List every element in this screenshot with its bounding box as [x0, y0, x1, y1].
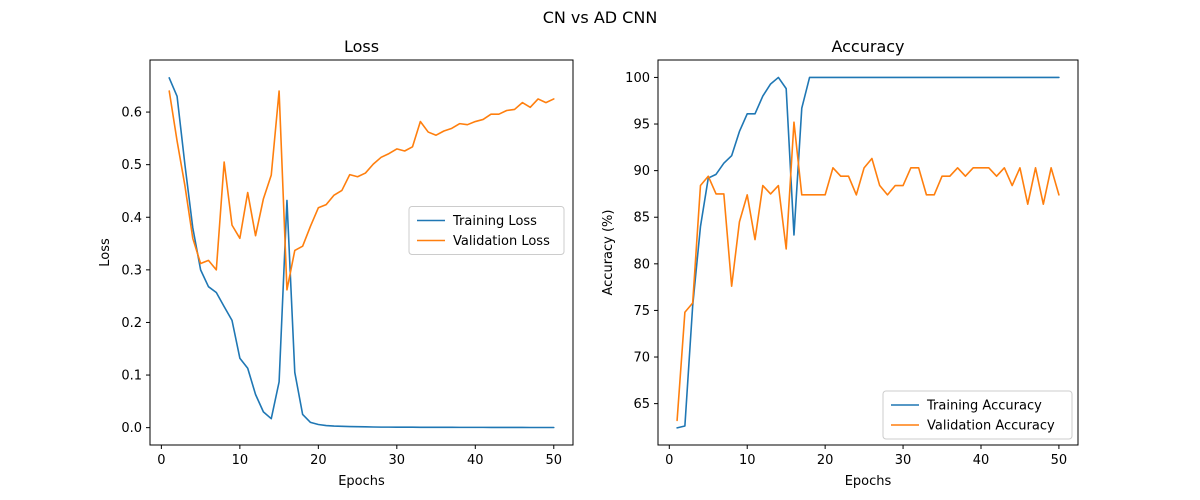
accuracy-x-tick-label: 10	[739, 453, 756, 468]
loss-x-tick-label: 50	[545, 453, 562, 468]
accuracy-legend-label: Training Accuracy	[926, 399, 1042, 414]
loss-y-tick-label: 0.4	[121, 211, 142, 226]
accuracy-x-tick-label: 50	[1051, 453, 1068, 468]
accuracy-legend: Training Accuracy Validation Accuracy	[882, 390, 1073, 440]
accuracy-x-tick-label: 0	[665, 453, 673, 468]
accuracy-y-tick-label: 95	[633, 118, 650, 133]
loss-series-validation-line	[168, 90, 555, 291]
loss-x-tick-label: 20	[310, 453, 327, 468]
accuracy-panel: Accuracy 0 10 20 30 40 50 65 70 75 80 85 90 95 100 Epoc…	[601, 37, 1079, 489]
loss-y-tick-label: 0.6	[121, 106, 142, 121]
accuracy-y-tick-label: 70	[633, 351, 650, 366]
accuracy-y-tick-label: 75	[633, 304, 650, 319]
loss-x-tick-label: 0	[157, 453, 165, 468]
loss-legend: Training Loss Validation Loss	[408, 206, 565, 255]
accuracy-y-tick-label: 100	[625, 71, 650, 86]
loss-chart-title: Loss	[344, 37, 379, 56]
accuracy-series-training-line	[676, 76, 1060, 429]
loss-series-training-line	[168, 77, 555, 429]
accuracy-legend-label: Validation Accuracy	[927, 419, 1055, 434]
accuracy-axes-frame	[657, 59, 1079, 446]
loss-legend-box	[408, 206, 565, 255]
accuracy-y-tick-label: 65	[633, 397, 650, 412]
loss-y-tick-label: 0.3	[121, 263, 142, 278]
accuracy-series-validation-line	[676, 121, 1060, 422]
loss-x-tick-label: 10	[232, 453, 249, 468]
loss-axes-frame	[149, 59, 574, 446]
loss-x-axis-label: Epochs	[338, 474, 385, 489]
loss-panel: Loss 0 10 20 30 40 50 0.0 0.1 0.2 0.3 0.4 0.5 0.6 Epoc…	[98, 37, 574, 489]
accuracy-x-tick-label: 30	[895, 453, 912, 468]
accuracy-x-axis-label: Epochs	[845, 474, 892, 489]
loss-y-tick-label: 0.5	[121, 158, 142, 173]
loss-x-tick-label: 30	[389, 453, 406, 468]
accuracy-x-tick-label: 40	[973, 453, 990, 468]
accuracy-y-tick-label: 85	[633, 211, 650, 226]
accuracy-chart-title: Accuracy	[831, 37, 904, 56]
loss-y-tick-label: 0.2	[121, 316, 142, 331]
loss-x-tick-label: 40	[467, 453, 484, 468]
accuracy-legend-box	[882, 390, 1073, 440]
loss-y-tick-label: 0.0	[121, 421, 142, 436]
accuracy-y-tick-label: 90	[633, 164, 650, 179]
loss-y-axis-label: Loss	[98, 238, 113, 267]
accuracy-y-axis-label: Accuracy (%)	[601, 210, 616, 296]
loss-legend-label: Training Loss	[452, 214, 537, 229]
loss-legend-label: Validation Loss	[453, 234, 550, 249]
loss-y-tick-label: 0.1	[121, 369, 142, 384]
figure-title: CN vs AD CNN	[543, 8, 658, 27]
accuracy-y-tick-label: 80	[633, 257, 650, 272]
accuracy-x-tick-label: 20	[817, 453, 834, 468]
